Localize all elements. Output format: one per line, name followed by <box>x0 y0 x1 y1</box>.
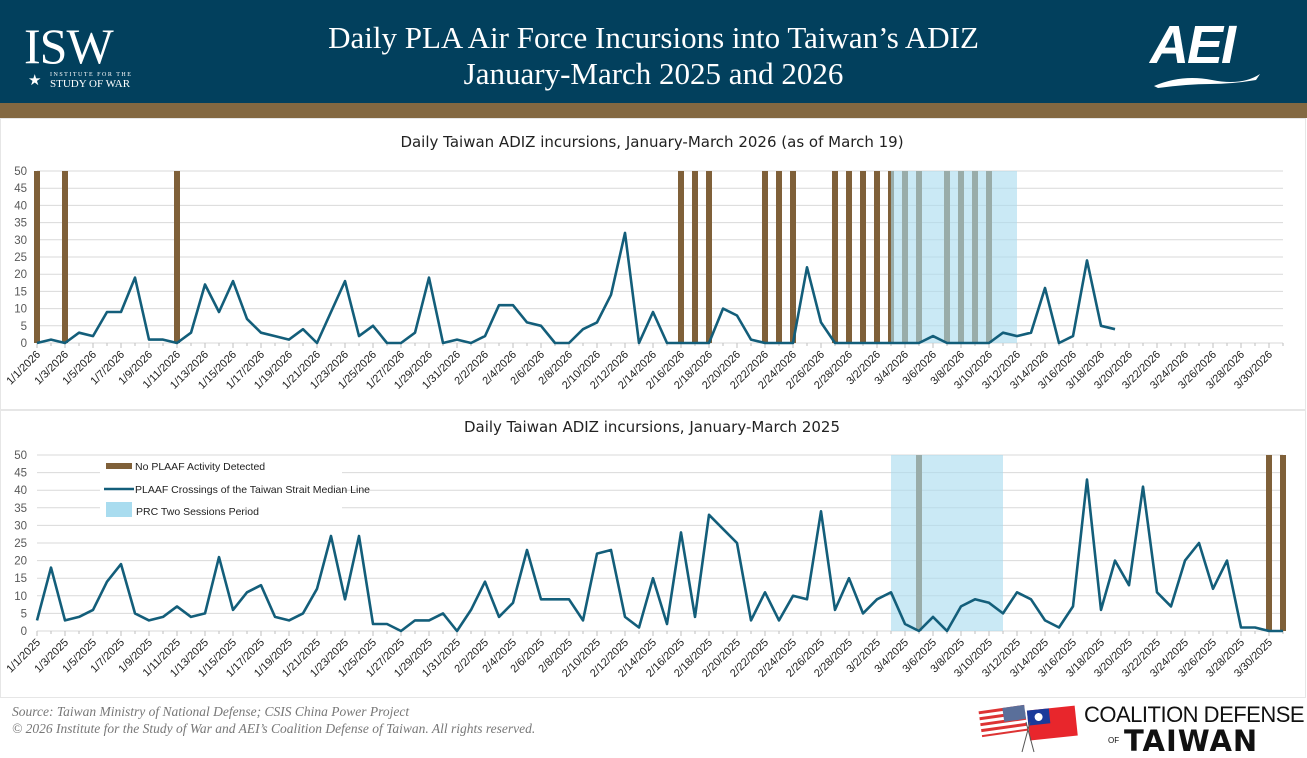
star-icon: ★ <box>28 73 42 89</box>
no-activity-bar <box>832 171 838 343</box>
no-activity-bar <box>174 171 180 343</box>
partner-logo-line1: COALITION DEFENSE <box>1084 702 1305 727</box>
two-sessions-shading <box>891 171 1017 343</box>
page-title: Daily PLA Air Force Incursions into Taiw… <box>328 20 979 55</box>
no-activity-bar <box>860 171 866 343</box>
median-line-crossings-series <box>35 478 1283 633</box>
no-activity-bar <box>776 171 782 343</box>
no-activity-bar <box>846 171 852 343</box>
y-tick-label: 0 <box>21 338 27 350</box>
isw-logo-sub2: STUDY OF WAR <box>50 78 131 90</box>
no-activity-bar <box>62 171 68 343</box>
y-tick-label: 15 <box>14 286 27 298</box>
y-tick-label: 0 <box>21 626 27 638</box>
median-line-crossings-series <box>36 231 1116 345</box>
aei-swoosh-icon <box>1154 74 1260 88</box>
flags-icon <box>978 704 1078 753</box>
chart-title: Daily Taiwan ADIZ incursions, January-Ma… <box>464 418 840 436</box>
no-activity-bar <box>692 171 698 343</box>
y-tick-label: 30 <box>14 235 27 247</box>
isw-logo: ISW ★ INSTITUTE FOR THE STUDY OF WAR <box>24 18 131 90</box>
no-activity-bar <box>790 171 796 343</box>
source-note: Source: Taiwan Ministry of National Defe… <box>12 704 410 719</box>
isw-logo-sub1: INSTITUTE FOR THE <box>50 72 133 78</box>
legend-background <box>100 456 342 524</box>
header-banner <box>0 0 1307 103</box>
y-tick-label: 50 <box>14 450 27 462</box>
chart-2026: Daily Taiwan ADIZ incursions, January-Ma… <box>0 118 1306 410</box>
chart-border <box>0 118 1306 410</box>
y-tick-label: 20 <box>14 556 27 568</box>
y-tick-label: 10 <box>14 591 27 603</box>
y-tick-label: 15 <box>14 573 27 585</box>
y-tick-label: 5 <box>21 321 27 333</box>
no-activity-bar <box>706 171 712 343</box>
y-tick-label: 30 <box>14 520 27 532</box>
chart-title: Daily Taiwan ADIZ incursions, January-Ma… <box>400 133 903 151</box>
y-tick-label: 20 <box>14 269 27 281</box>
y-tick-label: 10 <box>14 304 27 316</box>
chart-2025: Daily Taiwan ADIZ incursions, January-Ma… <box>0 410 1306 698</box>
legend-swatch-no-activity <box>106 463 132 469</box>
partner-logo-line2: TAIWAN <box>1124 724 1259 758</box>
two-sessions-shading <box>891 455 1003 631</box>
no-activity-bar <box>34 171 40 343</box>
copyright-note: © 2026 Institute for the Study of War an… <box>12 721 536 736</box>
coalition-defense-taiwan-logo: COALITION DEFENSE OF TAIWAN <box>978 700 1307 758</box>
y-tick-label: 40 <box>14 485 27 497</box>
y-tick-label: 40 <box>14 200 27 212</box>
header-band <box>0 103 1307 118</box>
y-tick-label: 25 <box>14 538 27 550</box>
y-tick-label: 5 <box>21 608 27 620</box>
no-activity-bar <box>1266 455 1272 631</box>
page-subtitle: January-March 2025 and 2026 <box>463 56 844 91</box>
legend-label-two-sessions: PRC Two Sessions Period <box>136 506 259 518</box>
no-activity-bar <box>678 171 684 343</box>
y-tick-label: 50 <box>14 166 27 178</box>
legend-swatch-two-sessions <box>106 502 132 517</box>
y-tick-label: 35 <box>14 503 27 515</box>
partner-logo-of: OF <box>1108 736 1120 745</box>
y-tick-label: 25 <box>14 252 27 264</box>
no-activity-bar <box>874 171 880 343</box>
no-activity-bar <box>1280 455 1286 631</box>
y-tick-label: 45 <box>14 183 27 195</box>
no-activity-bar <box>762 171 768 343</box>
chart-border <box>0 410 1306 698</box>
y-tick-label: 45 <box>14 468 27 480</box>
aei-logo: AEI <box>1150 15 1236 75</box>
legend-label-crossings: PLAAF Crossings of the Taiwan Strait Med… <box>135 484 370 496</box>
legend: No PLAAF Activity Detected PLAAF Crossing… <box>100 456 370 524</box>
legend-label-no-activity: No PLAAF Activity Detected <box>135 461 265 473</box>
isw-logo-mark: ISW <box>24 18 114 74</box>
y-tick-label: 35 <box>14 218 27 230</box>
